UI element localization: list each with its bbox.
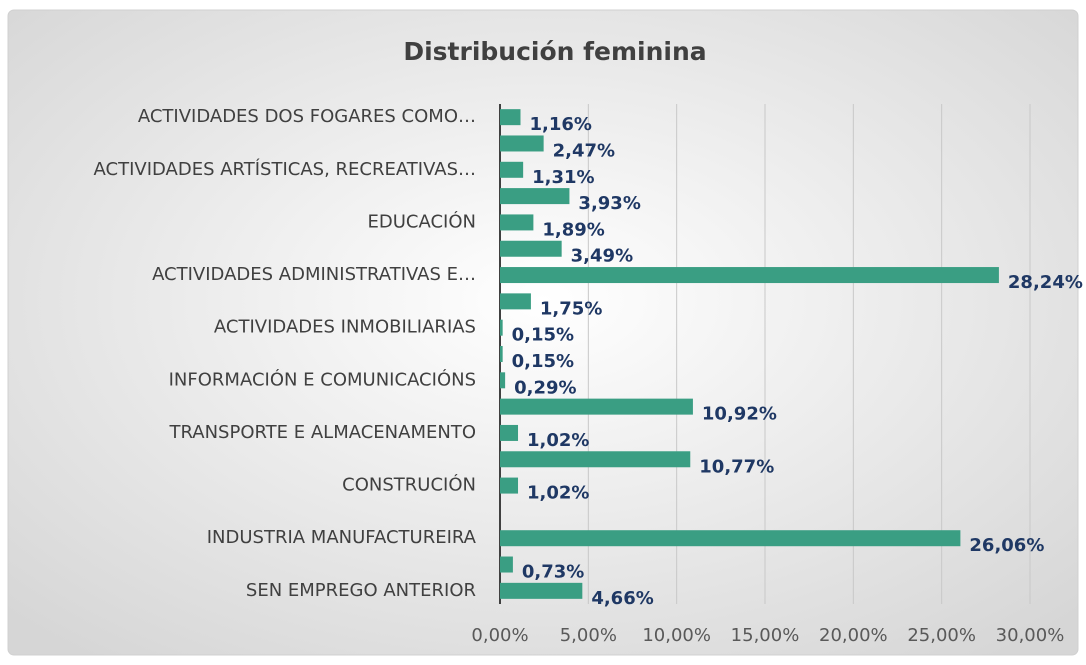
- x-tick-label: 20,00%: [819, 625, 888, 646]
- data-label: 2,47%: [553, 140, 615, 161]
- x-tick-label: 30,00%: [996, 625, 1065, 646]
- bar: [500, 293, 531, 310]
- data-label: 1,31%: [532, 167, 594, 188]
- bar: [500, 267, 999, 284]
- bar: [500, 161, 524, 178]
- data-label: 0,15%: [512, 351, 574, 372]
- data-label: 10,77%: [699, 456, 774, 477]
- x-tick-label: 25,00%: [907, 625, 976, 646]
- bar: [500, 346, 503, 362]
- y-tick-label: SEN EMPREGO ANTERIOR: [246, 580, 476, 601]
- data-label: 26,06%: [969, 535, 1044, 556]
- data-label: 3,49%: [571, 246, 633, 267]
- y-tick-label: ACTIVIDADES ARTÍSTICAS, RECREATIVAS…: [94, 158, 476, 180]
- x-tick-label: 10,00%: [642, 625, 711, 646]
- y-tick-label: EDUCACIÓN: [368, 210, 476, 232]
- x-tick-label: 15,00%: [731, 625, 800, 646]
- y-tick-label: CONSTRUCIÓN: [342, 474, 476, 496]
- y-tick-label: ACTIVIDADES INMOBILIARIAS: [214, 317, 476, 338]
- chart-area: [7, 9, 1079, 656]
- bar: [500, 240, 562, 257]
- data-label: 1,89%: [542, 219, 604, 240]
- data-label: 1,02%: [527, 430, 589, 451]
- data-label: 10,92%: [702, 404, 777, 425]
- y-tick-label: ACTIVIDADES DOS FOGARES COMO…: [138, 106, 476, 127]
- y-tick-label: TRANSPORTE E ALMACENAMENTO: [168, 422, 476, 443]
- bar: [500, 372, 506, 389]
- data-label: 1,75%: [540, 298, 602, 319]
- bar: [500, 188, 570, 205]
- data-label: 0,15%: [512, 325, 574, 346]
- bar: [500, 214, 534, 231]
- data-label: 0,29%: [514, 377, 576, 398]
- data-label: 4,66%: [591, 588, 653, 609]
- bar: [500, 319, 503, 336]
- data-label: 28,24%: [1008, 272, 1083, 293]
- bar: [500, 135, 544, 152]
- bar: [500, 582, 583, 599]
- bar: [500, 556, 513, 573]
- y-tick-label: ACTIVIDADES ADMINISTRATIVAS E…: [152, 264, 476, 285]
- chart-title: Distribución feminina: [403, 37, 706, 66]
- y-tick-label: INDUSTRIA MANUFACTUREIRA: [207, 527, 477, 548]
- bar: [500, 451, 691, 468]
- bar: [500, 109, 521, 126]
- x-tick-label: 0,00%: [471, 625, 528, 646]
- bar: [500, 424, 519, 441]
- data-label: 1,02%: [527, 483, 589, 504]
- bar: [500, 398, 693, 415]
- bar: [500, 477, 519, 494]
- x-tick-label: 5,00%: [560, 625, 617, 646]
- data-label: 1,16%: [529, 114, 591, 135]
- data-label: 0,73%: [522, 562, 584, 583]
- y-tick-label: INFORMACIÓN E COMUNICACIÓNS: [169, 368, 476, 390]
- data-label: 3,93%: [578, 193, 640, 214]
- bar: [500, 530, 961, 547]
